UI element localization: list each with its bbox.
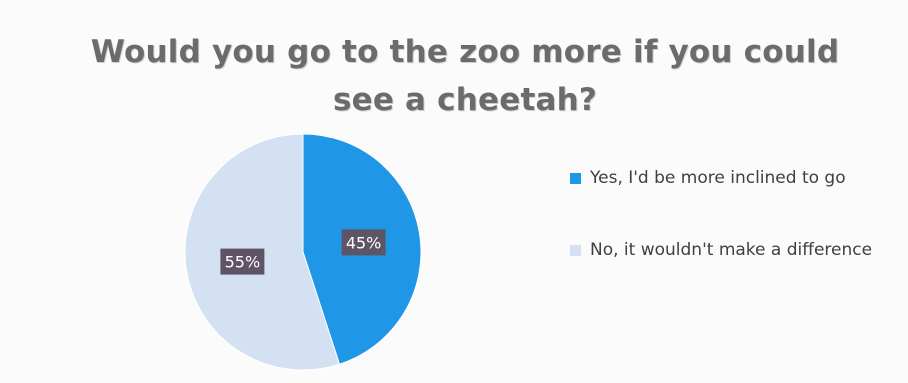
chart-title: Would you go to the zoo more if you coul… [90,34,840,118]
pie-data-labels: 45% 55% [220,229,386,275]
legend-label-yes: Yes, I'd be more inclined to go [590,168,846,188]
legend-swatch-yes [570,172,581,184]
legend-item-yes: Yes, I'd be more inclined to go [570,166,872,190]
data-label-text-no: 55% [225,253,261,272]
data-label-box-yes [341,229,386,256]
legend-label-no: No, it wouldn't make a difference [590,240,873,260]
legend-swatch-no [570,244,581,256]
data-label-box-no [220,248,265,275]
data-label-text-yes: 45% [346,233,382,252]
data-label-yes: 45% [341,229,386,256]
chart-legend: Yes, I'd be more inclined to go No, it w… [570,166,872,310]
legend-item-no: No, it wouldn't make a difference [570,238,872,262]
data-label-no: 55% [220,248,265,275]
